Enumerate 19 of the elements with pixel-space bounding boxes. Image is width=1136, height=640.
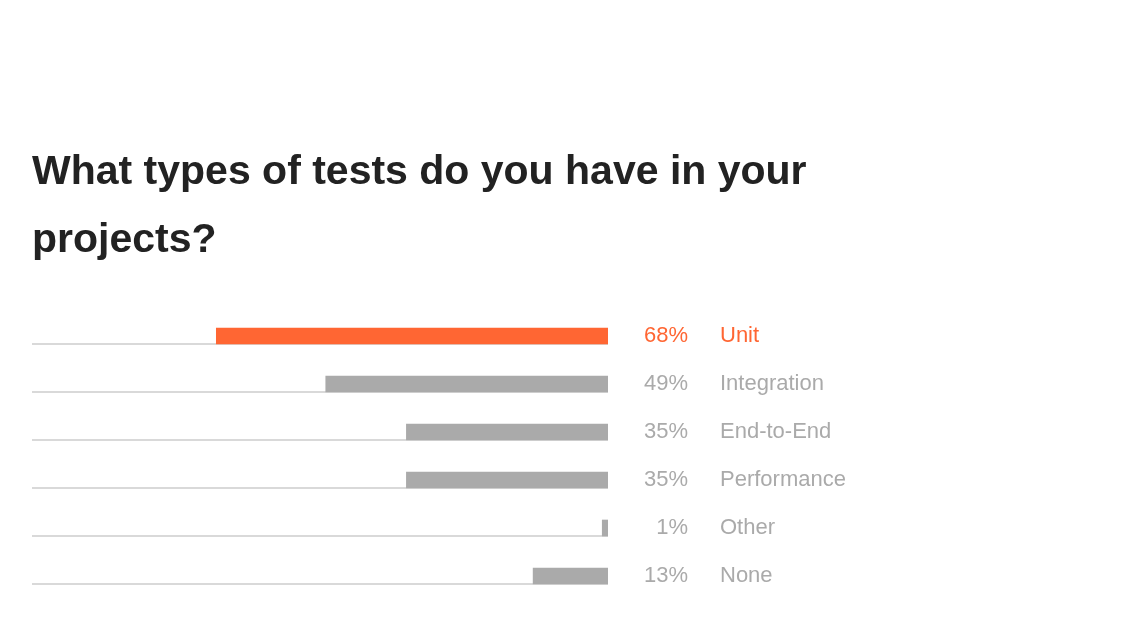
bar xyxy=(532,567,608,585)
y-tick-label: None xyxy=(720,562,773,588)
data-label: 35% xyxy=(643,418,688,444)
bar xyxy=(406,423,608,441)
y-tick-label: Unit xyxy=(720,322,760,348)
data-label: 13% xyxy=(643,562,688,588)
data-label: 49% xyxy=(643,370,688,396)
bar xyxy=(601,519,608,537)
y-tick-label: Other xyxy=(720,514,776,540)
data-label: 68% xyxy=(643,322,688,348)
chart-title: What types of tests do you have in your projects? xyxy=(32,146,808,263)
bar xyxy=(215,327,608,345)
y-tick-label: Performance xyxy=(720,466,846,492)
bar xyxy=(325,375,608,393)
y-tick-label: Integration xyxy=(720,370,824,396)
y-tick-label: End-to-End xyxy=(720,418,832,444)
data-label: 35% xyxy=(643,466,688,492)
bar xyxy=(406,471,608,489)
data-label: 1% xyxy=(656,514,688,540)
